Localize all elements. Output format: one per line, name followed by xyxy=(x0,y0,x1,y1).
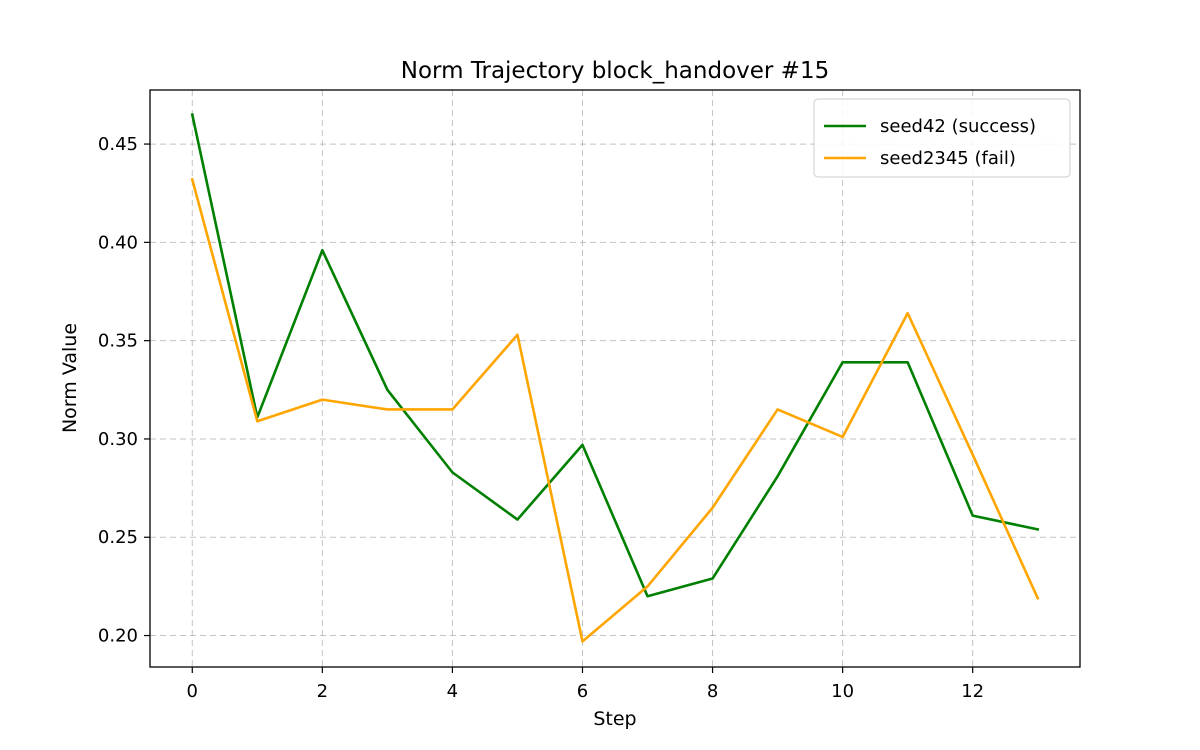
y-axis-label: Norm Value xyxy=(59,323,81,433)
plot-frame xyxy=(149,89,1081,668)
y-tick-label: 0.45 xyxy=(98,134,138,155)
x-tick-label: 8 xyxy=(707,681,718,702)
x-axis-ticks: 0 2 4 6 8 10 12 xyxy=(187,667,984,702)
chart-title: Norm Trajectory block_handover #15 xyxy=(401,58,829,84)
x-tick-label: 4 xyxy=(447,681,458,702)
legend-label: seed2345 (fail) xyxy=(880,148,1016,169)
x-tick-label: 6 xyxy=(577,681,588,702)
x-tick-label: 12 xyxy=(961,681,984,702)
y-tick-label: 0.40 xyxy=(98,232,138,253)
x-axis-label: Step xyxy=(593,708,636,730)
y-tick-label: 0.20 xyxy=(98,626,138,647)
legend: seed42 (success) seed2345 (fail) xyxy=(813,98,1071,178)
y-tick-label: 0.25 xyxy=(98,527,138,548)
x-tick-label: 0 xyxy=(187,681,198,702)
series-line-1 xyxy=(190,177,1040,643)
series-lines xyxy=(190,113,1040,643)
x-tick-label: 2 xyxy=(317,681,328,702)
y-tick-label: 0.35 xyxy=(98,331,138,352)
y-tick-label: 0.30 xyxy=(98,429,138,450)
legend-label: seed42 (success) xyxy=(880,116,1036,137)
legend-box xyxy=(813,98,1071,178)
y-axis-ticks: 0.20 0.25 0.30 0.35 0.40 0.45 xyxy=(98,134,150,647)
series-line-0 xyxy=(190,113,1040,598)
x-tick-label: 10 xyxy=(831,681,854,702)
